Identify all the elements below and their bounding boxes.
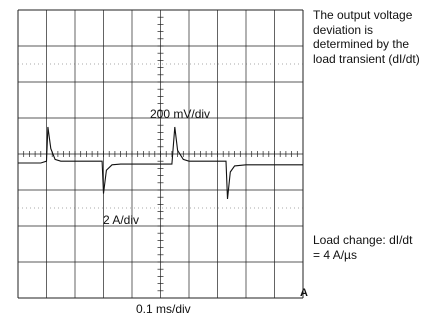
corner-marker: A (300, 287, 308, 299)
current-scale-label: 2 A/div (103, 213, 139, 227)
waveform-trace (18, 126, 303, 200)
voltage-scale-label: 200 mV/div (150, 107, 210, 121)
voltage-deviation-note: The output voltage deviation is determin… (313, 8, 420, 66)
center-axes (17, 9, 304, 299)
load-change-note: Load change: dI/dt = 4 A/µs (313, 233, 413, 262)
time-scale-label: 0.1 ms/div (136, 302, 191, 316)
